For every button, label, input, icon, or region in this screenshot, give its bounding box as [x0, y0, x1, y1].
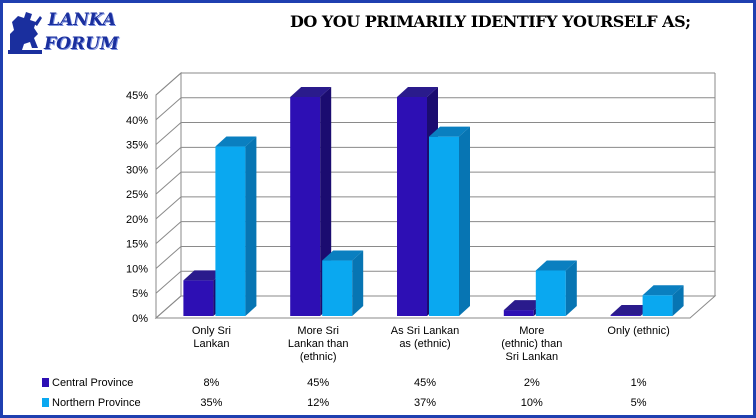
bar-front — [610, 315, 641, 316]
bar-front — [215, 146, 246, 316]
legend-swatch — [42, 398, 49, 407]
bar-top — [183, 270, 225, 281]
logo-text-forum: FORUM — [44, 34, 119, 54]
bar-top — [503, 300, 545, 311]
bar-side — [672, 285, 684, 316]
bar-front — [642, 295, 673, 316]
table-value: 2% — [524, 377, 540, 389]
bar — [322, 250, 364, 316]
data-table: Central Province 8% 45% 45% 2% 1% Northern Pro… — [42, 377, 647, 409]
table-value: 8% — [203, 377, 219, 389]
gridline — [155, 122, 715, 145]
gridline — [155, 171, 715, 195]
bar-front — [429, 136, 459, 316]
x-tick-label-line: Lankan than — [288, 338, 349, 350]
gridline — [155, 146, 715, 170]
lion-icon — [6, 8, 42, 56]
x-tick-label-line: (ethnic) than — [501, 338, 562, 350]
x-tick-label-line: as (ethnic) — [399, 338, 450, 350]
table-value: 35% — [200, 397, 222, 409]
bar — [642, 285, 684, 316]
table-value: 45% — [307, 377, 329, 389]
bar-front — [183, 280, 214, 316]
bar-front — [397, 97, 427, 316]
y-tick-label: 25% — [126, 189, 148, 201]
legend-label: Central Province — [52, 377, 133, 389]
lanka-forum-logo: LANKA FORUM — [4, 4, 119, 60]
bar-side — [565, 260, 577, 316]
bar-top — [535, 260, 577, 271]
x-tick-label-line: Lankan — [193, 338, 229, 350]
y-tick-label: 10% — [126, 263, 148, 275]
x-tick-label-line: Sri Lankan — [506, 351, 559, 363]
bar-top — [290, 87, 332, 97]
y-tick-label: 35% — [126, 140, 148, 152]
y-tick-label: 5% — [132, 288, 148, 300]
bar — [215, 136, 257, 316]
y-tick-label: 0% — [132, 313, 148, 325]
gridline — [155, 97, 715, 121]
bar-top — [322, 250, 364, 261]
legend-label: Northern Province — [52, 397, 141, 409]
x-tick-label: As Sri Lankan as (ethnic) — [391, 325, 459, 350]
bar-top — [610, 305, 652, 316]
bar-top — [397, 87, 438, 97]
y-axis-ticks: 0% 5% 10% 15% 20% 25% 30% 35% 40% 45% — [126, 90, 148, 325]
y-tick-label: 20% — [126, 214, 148, 226]
y-tick-label: 30% — [126, 164, 148, 176]
bar-side — [245, 136, 257, 316]
bar-front — [290, 97, 321, 316]
table-value: 10% — [521, 397, 543, 409]
bar — [535, 260, 577, 316]
bar-top — [429, 126, 470, 137]
chart-title: DO YOU PRIMARILY IDENTIFY YOURSELF AS; — [290, 12, 691, 31]
bar-top — [642, 285, 684, 296]
bar-side — [459, 126, 470, 317]
x-tick-label: More (ethnic) than Sri Lankan — [501, 325, 562, 363]
legend-swatch — [42, 378, 49, 387]
bar-front — [535, 270, 566, 316]
bar-front — [322, 260, 353, 316]
logo-text-lanka: LANKA — [48, 10, 116, 30]
bar — [429, 126, 470, 317]
gridline — [155, 245, 715, 269]
x-tick-label-line: As Sri Lankan — [391, 325, 459, 337]
x-tick-label-line: More — [519, 325, 544, 337]
x-tick-label-line: (ethnic) — [300, 351, 337, 363]
bars — [183, 87, 684, 317]
x-tick-label: Only (ethnic) — [607, 325, 669, 337]
x-tick-label-line: Only Sri — [192, 325, 231, 337]
x-tick-label-line: Only (ethnic) — [607, 325, 669, 337]
y-tick-label: 45% — [126, 90, 148, 102]
x-tick-label: Only Sri Lankan — [192, 325, 231, 350]
bar-top — [215, 136, 257, 147]
gridline — [155, 196, 715, 220]
y-tick-label: 40% — [126, 115, 148, 127]
table-value: 1% — [631, 377, 647, 389]
bar-front — [503, 310, 534, 316]
table-value: 37% — [414, 397, 436, 409]
gridline — [155, 221, 715, 245]
bar-side — [352, 250, 364, 316]
x-tick-label-line: More Sri — [297, 325, 339, 337]
table-value: 45% — [414, 377, 436, 389]
gridline — [155, 72, 715, 96]
y-tick-label: 15% — [126, 239, 148, 251]
table-value: 12% — [307, 397, 329, 409]
table-value: 5% — [631, 397, 647, 409]
x-tick-label: More Sri Lankan than (ethnic) — [288, 325, 349, 363]
side-wall — [155, 71, 182, 320]
